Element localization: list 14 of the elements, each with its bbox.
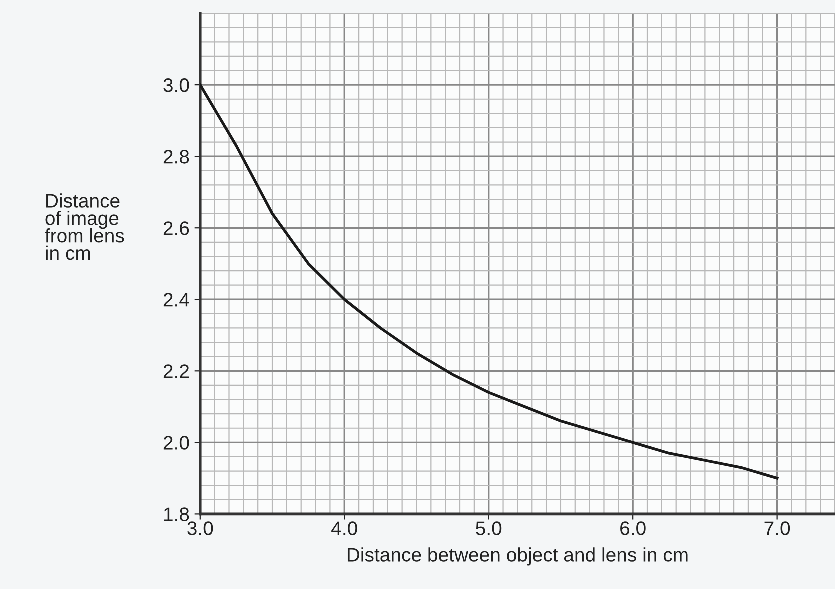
y-tick-label: 1.8 [164, 508, 190, 522]
y-axis-title: Distance of image from lens in cm [45, 194, 124, 260]
x-tick-label: 4.0 [332, 522, 358, 536]
y-tick-label: 3.0 [164, 78, 190, 92]
y-tick-label: 2.0 [164, 436, 190, 450]
y-tick-label: 2.4 [164, 293, 190, 307]
y-tick-label: 2.6 [164, 222, 190, 236]
x-tick-label: 3.0 [188, 522, 214, 536]
y-tick-label: 2.2 [164, 364, 190, 378]
x-tick-label: 6.0 [620, 522, 646, 536]
x-axis-title: Distance between object and lens in cm [348, 548, 688, 566]
y-tick-label: 2.8 [164, 150, 190, 164]
x-tick-label: 5.0 [476, 522, 502, 536]
x-tick-label: 7.0 [764, 522, 790, 536]
